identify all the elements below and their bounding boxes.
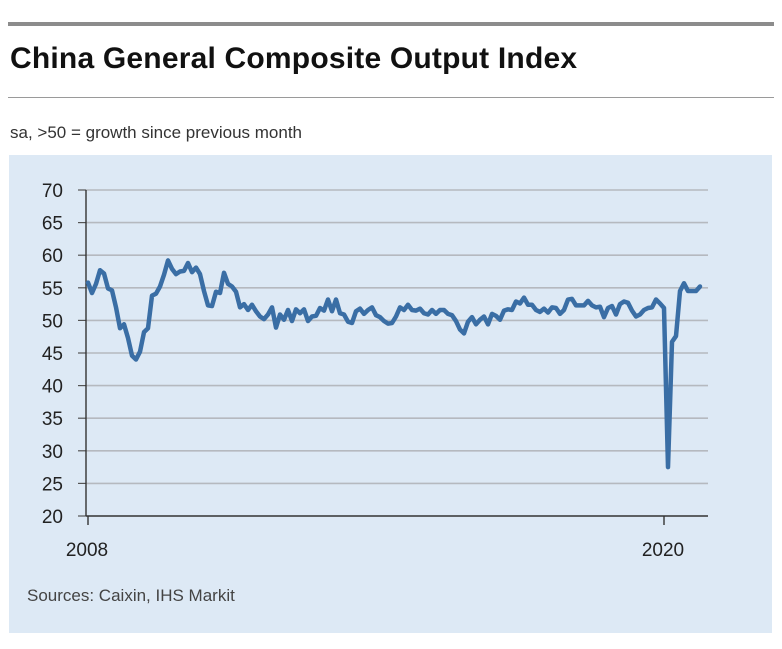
y-tick-label: 70 (42, 181, 63, 202)
y-tick-label: 65 (42, 214, 63, 235)
y-tick-label: 20 (42, 507, 63, 528)
y-tick-label: 35 (42, 409, 63, 430)
y-axis: 20 25 30 35 40 45 50 55 60 65 70 (42, 181, 87, 528)
y-tick-label: 45 (42, 344, 63, 365)
x-tick-label: 2008 (66, 540, 108, 561)
y-tick-label: 50 (42, 311, 63, 332)
y-tick-label: 40 (42, 377, 63, 398)
chart-source: Sources: Caixin, IHS Markit (27, 586, 235, 605)
chart-subtitle: sa, >50 = growth since previous month (10, 123, 302, 142)
title-rule (8, 97, 774, 98)
grid-lines (86, 189, 708, 485)
y-tick-label: 25 (42, 474, 63, 495)
top-rule (8, 22, 774, 26)
chart-title: China General Composite Output Index (10, 42, 578, 75)
series-layer (85, 258, 703, 470)
series-line (85, 258, 703, 470)
x-tick-label: 2020 (642, 540, 684, 561)
y-tick-label: 55 (42, 279, 63, 300)
x-axis: 2008 2020 (66, 515, 708, 561)
chart-panel (9, 155, 772, 633)
y-tick-label: 30 (42, 442, 63, 463)
y-tick-label: 60 (42, 246, 63, 267)
